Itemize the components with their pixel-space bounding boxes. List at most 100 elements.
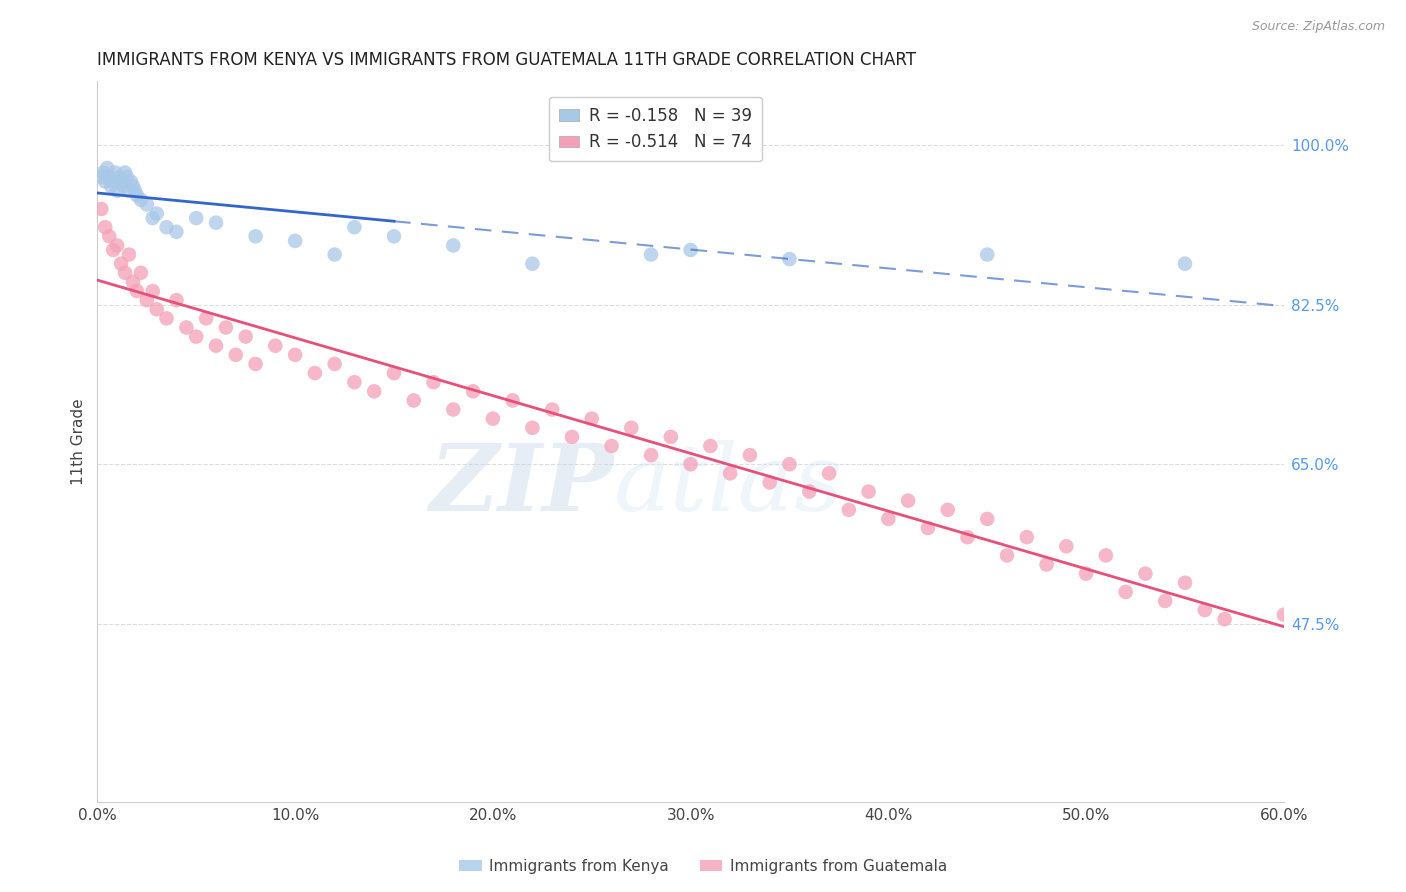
Point — [343, 220, 366, 235]
Point — [195, 311, 218, 326]
Point — [245, 229, 267, 244]
Point — [104, 165, 127, 179]
Point — [101, 243, 124, 257]
Point — [738, 448, 761, 462]
Point — [205, 216, 228, 230]
Point — [101, 175, 124, 189]
Point — [129, 266, 152, 280]
Point — [142, 211, 165, 225]
Point — [125, 284, 148, 298]
Point — [699, 439, 721, 453]
Point — [235, 329, 257, 343]
Point — [779, 457, 801, 471]
Point — [1015, 530, 1038, 544]
Point — [659, 430, 682, 444]
Point — [176, 320, 198, 334]
Point — [541, 402, 564, 417]
Point — [1074, 566, 1097, 581]
Point — [640, 247, 662, 261]
Point — [110, 175, 132, 189]
Point — [1272, 607, 1295, 622]
Point — [118, 184, 141, 198]
Point — [1035, 558, 1057, 572]
Point — [90, 202, 112, 216]
Point — [858, 484, 880, 499]
Point — [90, 170, 112, 185]
Point — [581, 411, 603, 425]
Point — [718, 467, 741, 481]
Point — [1154, 594, 1177, 608]
Point — [142, 284, 165, 298]
Point — [135, 293, 157, 307]
Point — [122, 275, 145, 289]
Point — [98, 229, 121, 244]
Legend: Immigrants from Kenya, Immigrants from Guatemala: Immigrants from Kenya, Immigrants from G… — [453, 853, 953, 880]
Point — [461, 384, 484, 399]
Point — [112, 179, 135, 194]
Point — [522, 257, 544, 271]
Point — [482, 411, 505, 425]
Point — [758, 475, 780, 490]
Point — [382, 366, 405, 380]
Point — [561, 430, 583, 444]
Point — [522, 421, 544, 435]
Point — [1095, 549, 1118, 563]
Point — [995, 549, 1018, 563]
Point — [502, 393, 524, 408]
Point — [96, 161, 118, 175]
Point — [323, 357, 346, 371]
Point — [105, 238, 128, 252]
Point — [264, 339, 287, 353]
Point — [105, 184, 128, 198]
Point — [115, 170, 138, 185]
Point — [382, 229, 405, 244]
Point — [1194, 603, 1216, 617]
Point — [124, 184, 146, 198]
Point — [1174, 575, 1197, 590]
Point — [877, 512, 900, 526]
Point — [225, 348, 247, 362]
Point — [917, 521, 939, 535]
Point — [110, 257, 132, 271]
Point — [114, 266, 136, 280]
Point — [799, 484, 821, 499]
Point — [600, 439, 623, 453]
Point — [215, 320, 238, 334]
Point — [98, 170, 121, 185]
Point — [441, 238, 464, 252]
Point — [155, 311, 177, 326]
Text: atlas: atlas — [613, 440, 844, 530]
Point — [640, 448, 662, 462]
Text: IMMIGRANTS FROM KENYA VS IMMIGRANTS FROM GUATEMALA 11TH GRADE CORRELATION CHART: IMMIGRANTS FROM KENYA VS IMMIGRANTS FROM… — [97, 51, 917, 69]
Point — [897, 493, 920, 508]
Point — [838, 503, 860, 517]
Point — [402, 393, 425, 408]
Point — [135, 197, 157, 211]
Point — [304, 366, 326, 380]
Legend: R = -0.158   N = 39, R = -0.514   N = 74: R = -0.158 N = 39, R = -0.514 N = 74 — [548, 97, 762, 161]
Point — [818, 467, 841, 481]
Point — [343, 375, 366, 389]
Point — [976, 247, 998, 261]
Point — [422, 375, 444, 389]
Point — [186, 211, 208, 225]
Point — [679, 243, 702, 257]
Y-axis label: 11th Grade: 11th Grade — [72, 398, 86, 484]
Point — [100, 179, 122, 194]
Point — [956, 530, 979, 544]
Point — [779, 252, 801, 266]
Point — [114, 165, 136, 179]
Point — [363, 384, 385, 399]
Point — [186, 329, 208, 343]
Point — [155, 220, 177, 235]
Point — [129, 193, 152, 207]
Point — [94, 175, 117, 189]
Point — [284, 234, 307, 248]
Point — [165, 225, 187, 239]
Point — [323, 247, 346, 261]
Point — [120, 175, 142, 189]
Point — [145, 206, 167, 220]
Point — [936, 503, 959, 517]
Point — [1213, 612, 1236, 626]
Text: ZIP: ZIP — [429, 440, 613, 530]
